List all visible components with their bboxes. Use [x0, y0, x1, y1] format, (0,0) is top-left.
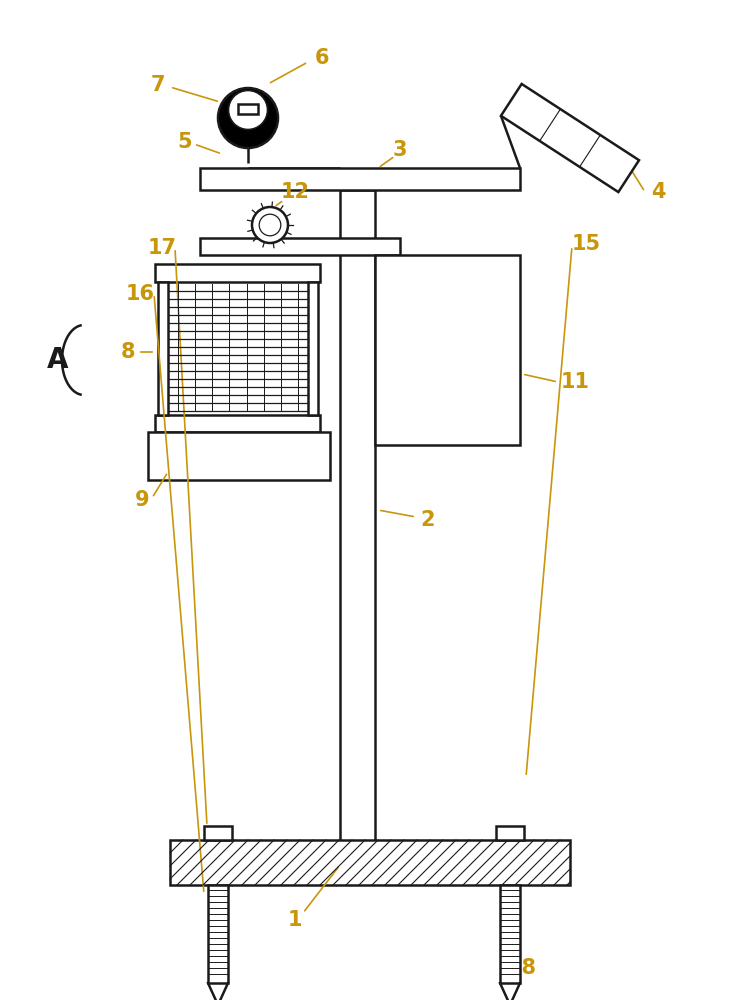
Bar [200, 168, 520, 190]
Bar [238, 104, 258, 114]
Bar [208, 885, 228, 983]
Bar [200, 238, 400, 255]
Circle shape [252, 207, 288, 243]
Text: 17: 17 [148, 238, 176, 258]
Text: 5: 5 [178, 132, 193, 152]
Bar [204, 826, 232, 840]
Bar [501, 84, 639, 192]
Bar [340, 190, 375, 845]
Text: 4: 4 [650, 182, 665, 202]
Text: 11: 11 [561, 372, 589, 392]
Text: 12: 12 [281, 182, 309, 202]
Text: 16: 16 [126, 284, 154, 304]
Text: A: A [47, 346, 69, 374]
Bar [496, 826, 524, 840]
Text: 15: 15 [571, 234, 600, 254]
Text: 6: 6 [315, 48, 329, 68]
Text: 9: 9 [135, 490, 149, 510]
Text: 8: 8 [121, 342, 135, 362]
Bar [155, 264, 320, 282]
Text: 7: 7 [151, 75, 165, 95]
Bar [170, 840, 570, 885]
Text: 2: 2 [420, 510, 435, 530]
Bar [308, 282, 318, 415]
Bar [148, 432, 330, 480]
Text: 1: 1 [287, 910, 302, 930]
Circle shape [218, 88, 278, 148]
Bar [375, 255, 520, 445]
Circle shape [229, 91, 268, 129]
Circle shape [259, 214, 281, 236]
Text: 3: 3 [392, 140, 407, 160]
Bar [158, 282, 168, 415]
Bar [500, 885, 520, 983]
Bar [155, 415, 320, 432]
Text: 18: 18 [507, 958, 537, 978]
